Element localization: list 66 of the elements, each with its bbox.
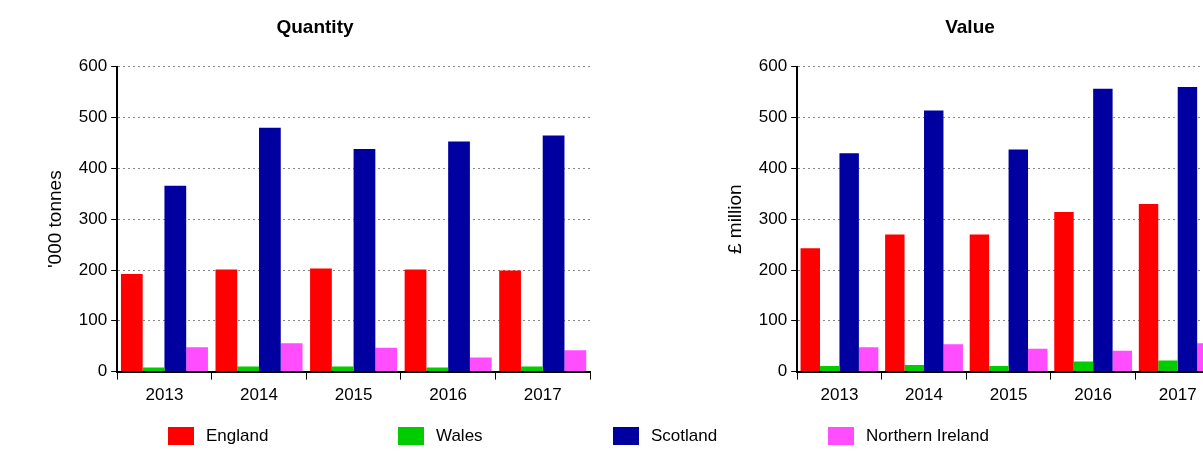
y-axis-title: £ million [723, 184, 745, 255]
legend-label: England [206, 426, 269, 446]
bar [564, 350, 587, 372]
bar [1177, 87, 1198, 372]
bar [1093, 88, 1113, 372]
bar [1054, 212, 1074, 372]
bar [989, 366, 1009, 372]
x-tick-label: 2016 [429, 385, 468, 405]
y-tick-label: 0 [777, 361, 788, 381]
bar [186, 347, 208, 372]
legend-label: Northern Ireland [866, 426, 989, 446]
y-tick-label: 500 [758, 107, 788, 127]
y-tick-label: 300 [758, 208, 788, 228]
bar [839, 153, 859, 372]
x-tick-label: 2014 [240, 385, 278, 405]
bar [885, 234, 905, 372]
bar [353, 149, 376, 372]
x-tick-label: 2017 [523, 385, 562, 405]
bar [164, 185, 187, 372]
bar [969, 234, 990, 372]
bar [215, 269, 238, 372]
bar [1008, 149, 1029, 372]
bar [904, 365, 925, 372]
bar [499, 270, 521, 372]
y-tick-label: 0 [97, 361, 108, 381]
chart-title: Value [945, 15, 995, 37]
x-tick-label: 2015 [334, 385, 373, 405]
bar [280, 343, 303, 372]
x-tick-label: 2016 [1074, 385, 1113, 405]
y-tick-label: 600 [78, 56, 108, 76]
legend-label: Wales [436, 426, 483, 446]
x-tick-label: 2014 [905, 385, 943, 405]
x-tick-label: 2015 [989, 385, 1028, 405]
y-tick-label: 100 [78, 310, 108, 330]
bar [924, 110, 944, 372]
bar [943, 344, 963, 372]
bar [1028, 348, 1048, 372]
bar [800, 248, 820, 372]
y-tick-label: 600 [758, 56, 788, 76]
bar [1112, 350, 1133, 372]
y-tick-label: 200 [758, 259, 788, 279]
bar [120, 274, 143, 372]
bar [448, 141, 470, 372]
bar [820, 366, 840, 372]
x-tick-label: 2013 [145, 385, 184, 405]
x-tick-label: 2017 [1158, 385, 1197, 405]
bar [404, 269, 427, 372]
x-tick-label: 2013 [820, 385, 859, 405]
y-tick-label: 200 [78, 259, 108, 279]
bar [1138, 203, 1159, 372]
bar [310, 268, 332, 372]
legend-label: Scotland [651, 426, 718, 446]
bar [469, 357, 492, 372]
bar [858, 347, 879, 372]
bar [1073, 361, 1094, 372]
y-tick-label: 100 [758, 310, 788, 330]
bar [259, 127, 281, 372]
y-tick-label: 300 [78, 208, 108, 228]
bar [1158, 360, 1178, 372]
bar [375, 347, 398, 372]
chart-title: Quantity [276, 15, 354, 37]
y-tick-label: 400 [758, 158, 788, 178]
y-axis-title: '000 tonnes [43, 170, 65, 269]
y-tick-label: 500 [78, 107, 108, 127]
bar [542, 135, 565, 372]
y-tick-label: 400 [78, 158, 108, 178]
